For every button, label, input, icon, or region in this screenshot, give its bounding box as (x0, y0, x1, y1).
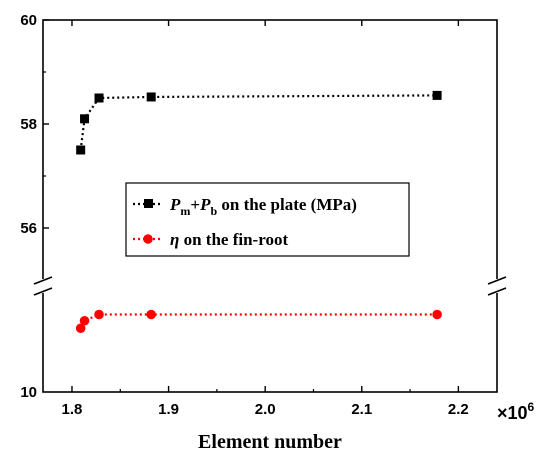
axis-break-mark (487, 287, 507, 296)
y-tick-label: 60 (20, 12, 37, 29)
data-point-circle (146, 309, 156, 320)
plot-frame (42, 19, 498, 393)
legend-sym: P (199, 195, 211, 214)
legend-rest: on the fin-root (179, 230, 288, 249)
legend-plus: + (190, 195, 200, 214)
x-tick-label: 2.1 (351, 401, 372, 418)
legend: Pm+Pb on the plate (MPa) η on the fin-ro… (125, 182, 410, 257)
x-axis-title: Element number (198, 431, 342, 453)
data-point-square (80, 114, 90, 124)
legend-marker-square (144, 199, 153, 208)
data-point-circle (75, 323, 86, 334)
x-tick-label: 2.0 (255, 401, 276, 418)
x-tick-marks (71, 20, 460, 392)
x-tick-labels: 1.8 1.9 2.0 2.1 2.2 (62, 401, 469, 418)
legend-sub: b (210, 204, 217, 218)
x-tick-label: 1.9 (158, 401, 179, 418)
legend-label-series-1: Pm+Pb on the plate (MPa) (169, 195, 357, 218)
y-tick-label: 58 (20, 116, 37, 133)
y-tick-label: 10 (20, 384, 37, 401)
y-tick-label: 56 (20, 220, 37, 237)
data-point-circle (79, 315, 90, 326)
axis-break-mark (487, 276, 507, 285)
data-point-square (76, 145, 86, 155)
x-multiplier-exp: 6 (528, 400, 535, 414)
legend-rest: on the plate (MPa) (217, 195, 357, 214)
y-tick-marks (43, 19, 49, 281)
axis-break (33, 276, 507, 296)
x-tick-label: 2.2 (448, 401, 469, 418)
data-point-circle (432, 309, 442, 320)
x-multiplier-base: ×10 (497, 403, 528, 423)
legend-sub: m (180, 204, 190, 218)
data-point-square (146, 92, 156, 102)
data-point-square (432, 90, 442, 100)
axis-break-mark (33, 287, 53, 296)
legend-marker-circle (143, 234, 153, 244)
series-line-2 (79, 313, 438, 329)
axis-break-mark (33, 276, 53, 285)
legend-sym: η (170, 230, 179, 249)
y-tick-labels: 56 58 60 10 (20, 12, 37, 401)
series-line-1 (79, 94, 438, 151)
data-point-circle (94, 309, 104, 320)
legend-label-series-2: η on the fin-root (170, 230, 288, 249)
legend-sym: P (169, 195, 181, 214)
legend-frame (125, 182, 410, 257)
data-point-square (94, 93, 104, 103)
x-multiplier: ×106 (497, 400, 535, 423)
series-layer (75, 90, 442, 334)
x-tick-label: 1.8 (62, 401, 83, 418)
